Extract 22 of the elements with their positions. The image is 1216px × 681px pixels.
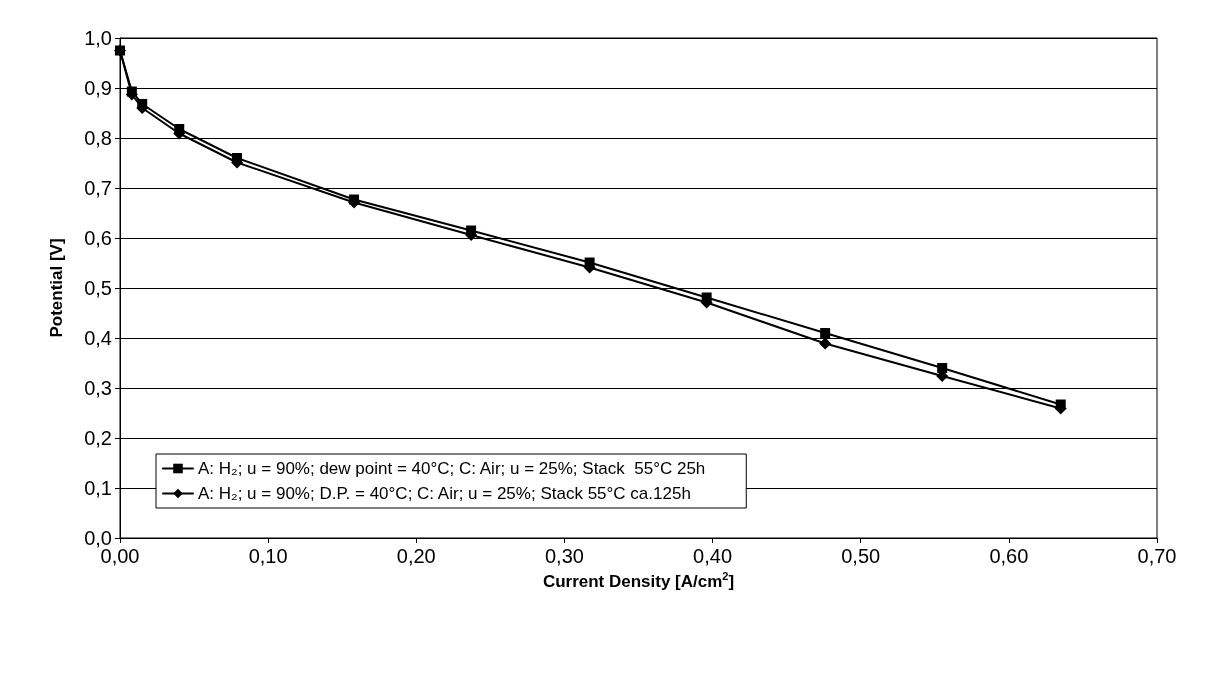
x-tick-label: 0,70 [1137, 545, 1177, 567]
x-tick-label: 0,20 [396, 545, 436, 567]
x-tick-label: 0,40 [693, 545, 733, 567]
y-axis-title: Potential [V] [47, 238, 66, 338]
point [820, 328, 831, 338]
y-tick-label: 0,6 [84, 227, 112, 249]
y-tick-label: 0,7 [84, 177, 112, 199]
point [937, 363, 948, 373]
y-tick-label: 0,5 [84, 277, 112, 299]
y-tick-label: 0,9 [84, 77, 112, 99]
y-tick-label: 0,1 [84, 477, 112, 499]
y-tick-label: 1,0 [84, 27, 112, 49]
x-tick-label: 0,10 [248, 545, 288, 567]
y-tick-label: 0,8 [84, 127, 112, 149]
legend-label: A: H₂; u = 90%; dew point = 40°C; C: Air; u = 25%; Stack 55°C 25h [198, 459, 706, 478]
x-tick-label: 0,60 [989, 545, 1029, 567]
x-tick-label: 0,30 [544, 545, 584, 567]
legend-label: A: H₂; u = 90%; D.P. = 40°C; C: Air; u = 25%; Stack 55°C ca.125h [198, 484, 691, 503]
y-tick-label: 0,3 [84, 377, 112, 399]
y-tick-label: 0,2 [84, 427, 112, 449]
y-tick-label: 0,4 [84, 327, 112, 349]
x-tick-label: 0,50 [841, 545, 881, 567]
